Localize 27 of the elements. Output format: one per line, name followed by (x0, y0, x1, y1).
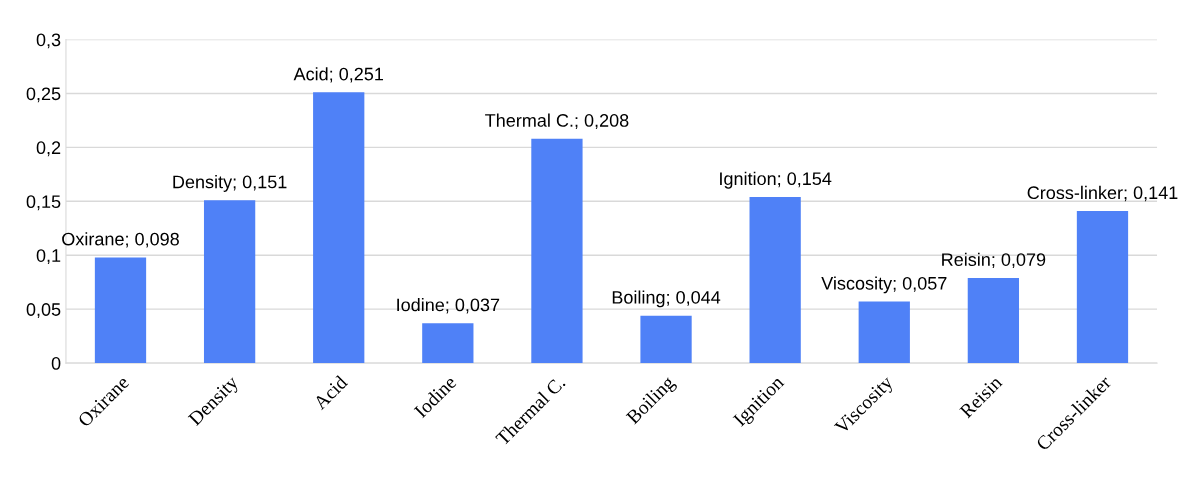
y-tick-label: 0,25 (26, 87, 61, 103)
y-tick-label: 0,2 (36, 141, 61, 157)
data-label: Oxirane; 0,098 (62, 232, 179, 248)
bar (640, 315, 692, 364)
bar (203, 200, 256, 364)
bar (531, 138, 583, 364)
data-label: Thermal C.; 0,208 (485, 113, 629, 129)
data-label: Boiling; 0,044 (612, 290, 721, 308)
data-label: Ignition; 0,154 (720, 171, 832, 189)
bar (858, 301, 910, 364)
y-tick-label: 0,05 (26, 303, 61, 319)
data-label: Cross-linker; 0,141 (1027, 185, 1178, 202)
y-tick-label: 0,3 (36, 33, 61, 49)
data-label: Reisin; 0,079 (942, 252, 1046, 269)
bar (1076, 211, 1129, 364)
data-label: Acid; 0,251 (293, 67, 384, 83)
y-tick-label: 0 (51, 357, 61, 370)
y-tick-label: 0,1 (36, 249, 61, 265)
bar (967, 277, 1020, 364)
bar (94, 257, 147, 364)
y-tick-label: 0,15 (26, 195, 61, 211)
data-label: Viscosity; 0,057 (821, 276, 947, 294)
data-label: Iodine; 0,037 (397, 298, 500, 314)
bar (422, 323, 474, 364)
bar (749, 196, 801, 364)
data-label: Density; 0,151 (173, 175, 287, 192)
bar (313, 92, 365, 364)
